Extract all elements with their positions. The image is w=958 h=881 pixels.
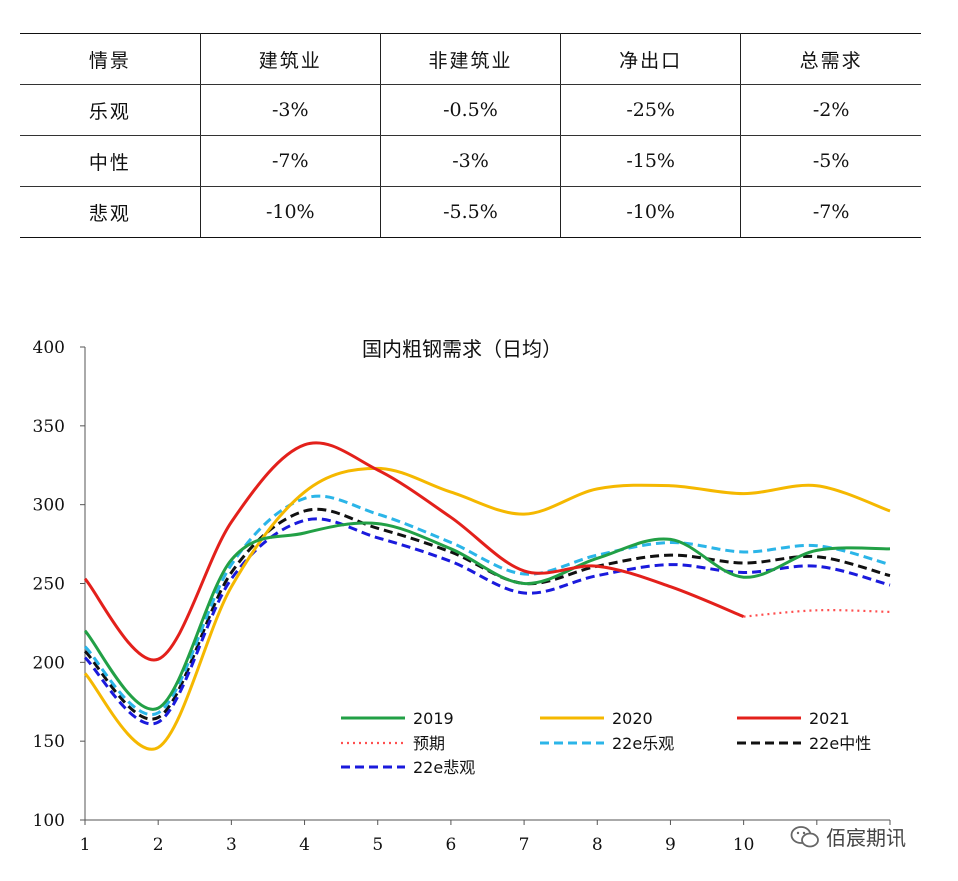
chart-legend: 2019 2020 2021 预期 22e乐观 22e中性 22e悲观 <box>341 709 871 777</box>
table-cell: -3% <box>199 84 381 136</box>
y-tick-label: 350 <box>33 417 65 437</box>
table-header-row: 情景 建筑业 非建筑业 净出口 总需求 <box>20 33 921 85</box>
header-cell: 情景 <box>20 33 201 85</box>
chart-axes: 100 150 200 250 300 350 400 1 2 3 4 5 6 7 8 9 10 <box>33 338 891 855</box>
x-tick-label: 5 <box>372 835 383 855</box>
legend-label: 预期 <box>413 734 445 753</box>
x-tick-label: 1 <box>80 835 91 855</box>
table-cell: -5.5% <box>379 186 562 238</box>
table-cell: -5% <box>740 135 921 187</box>
x-tick-label: 2 <box>153 835 164 855</box>
table-cell: -7% <box>199 135 381 187</box>
table-cell: -10% <box>199 186 381 238</box>
legend-label: 22e悲观 <box>413 758 475 777</box>
series-line-2019 <box>83 521 891 711</box>
y-tick-label: 200 <box>33 653 65 673</box>
legend-label: 2019 <box>413 709 454 728</box>
legend-label: 2020 <box>612 709 653 728</box>
chart-title: 国内粗钢需求（日均） <box>362 337 562 361</box>
steel-demand-chart: 国内粗钢需求（日均） 100 150 200 250 300 350 400 1 2 3 4 5 6 7 8… <box>33 337 891 855</box>
y-tick-label: 250 <box>33 575 65 595</box>
series-line-2020 <box>83 466 891 751</box>
series-line-预期 <box>743 609 891 618</box>
table-cell: -3% <box>379 135 562 187</box>
table-row: 悲观 -10% -5.5% -10% -7% <box>20 186 921 238</box>
y-tick-label: 300 <box>33 496 65 516</box>
header-cell: 净出口 <box>560 33 742 85</box>
row-label: 中性 <box>20 135 201 187</box>
legend-label: 22e乐观 <box>612 734 674 753</box>
row-label: 悲观 <box>20 186 201 238</box>
scenario-table: 情景 建筑业 非建筑业 净出口 总需求 乐观 -3% -0.5% -25% -2… <box>20 33 921 238</box>
watermark-text: 佰宸期讯 <box>826 826 906 850</box>
table-cell: -0.5% <box>379 84 562 136</box>
table-cell: -7% <box>740 186 921 238</box>
table-cell: -25% <box>560 84 742 136</box>
watermark: 佰宸期讯 <box>790 822 906 851</box>
header-cell: 建筑业 <box>199 33 381 85</box>
legend-label: 22e中性 <box>809 734 871 753</box>
table-row: 乐观 -3% -0.5% -25% -2% <box>20 84 921 136</box>
row-label: 乐观 <box>20 84 201 136</box>
y-tick-label: 100 <box>33 811 65 831</box>
x-tick-label: 4 <box>299 835 310 855</box>
header-cell: 非建筑业 <box>379 33 562 85</box>
table-cell: -2% <box>740 84 921 136</box>
x-tick-label: 6 <box>445 835 456 855</box>
series-line-22e乐观 <box>83 494 891 717</box>
header-cell: 总需求 <box>740 33 921 85</box>
wechat-icon <box>790 825 819 847</box>
series-line-2021 <box>83 441 745 662</box>
series-layer <box>83 441 891 751</box>
series-line-22e中性 <box>83 507 891 721</box>
table-cell: -15% <box>560 135 742 187</box>
x-tick-label: 8 <box>592 835 603 855</box>
x-tick-label: 9 <box>665 835 676 855</box>
y-tick-label: 150 <box>33 732 65 752</box>
x-tick-label: 10 <box>733 835 755 855</box>
legend-label: 2021 <box>809 709 850 728</box>
series-line-22e悲观 <box>83 517 891 726</box>
y-tick-label: 400 <box>33 338 65 358</box>
x-tick-label: 3 <box>226 835 237 855</box>
table-row: 中性 -7% -3% -15% -5% <box>20 135 921 187</box>
table-cell: -10% <box>560 186 742 238</box>
x-tick-label: 7 <box>519 835 530 855</box>
